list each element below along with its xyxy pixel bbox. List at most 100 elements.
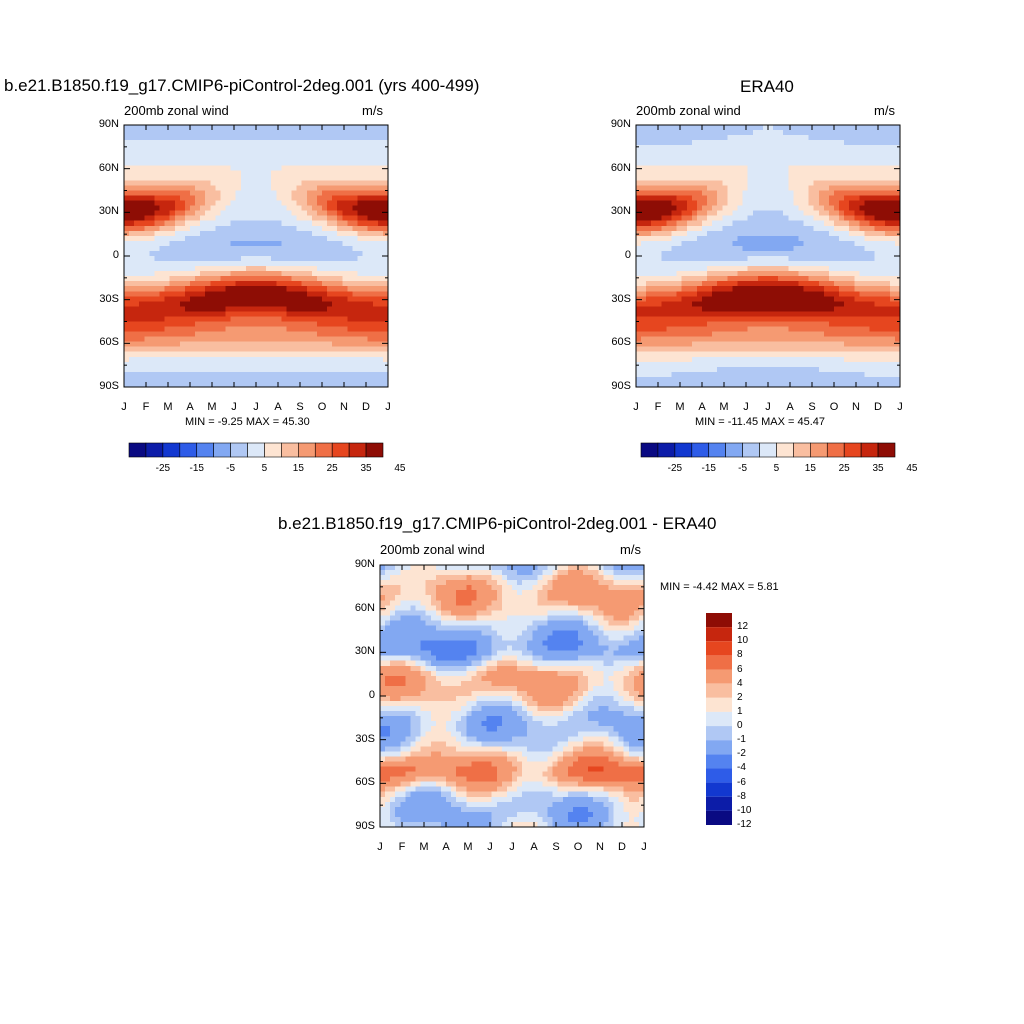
- contour-cell: [215, 145, 222, 151]
- contour-cell: [332, 341, 338, 348]
- contour-cell: [702, 155, 708, 161]
- contour-cell: [651, 185, 657, 192]
- contour-cell: [169, 286, 176, 292]
- contour-cell: [332, 250, 338, 257]
- contour-cell: [773, 225, 779, 232]
- contour-cell: [286, 145, 293, 151]
- contour-cell: [742, 381, 749, 388]
- contour-cell: [169, 205, 176, 212]
- contour-cell: [681, 301, 688, 307]
- contour-cell: [169, 175, 176, 182]
- contour-cell: [691, 371, 698, 378]
- contour-cell: [210, 160, 216, 166]
- contour-cell: [636, 210, 642, 217]
- contour-cell: [347, 220, 354, 227]
- contour-cell: [134, 125, 140, 131]
- contour-cell: [210, 165, 216, 171]
- contour-cell: [808, 140, 815, 146]
- contour-cell: [149, 376, 156, 383]
- contour-cell: [646, 261, 652, 267]
- contour-cell: [184, 125, 191, 131]
- contour-cell: [671, 155, 678, 161]
- contour-cell: [757, 240, 764, 247]
- contour-cell: [757, 301, 764, 307]
- contour-cell: [286, 336, 293, 343]
- contour-cell: [235, 281, 242, 287]
- contour-cell: [676, 321, 683, 328]
- contour-cell: [651, 381, 657, 388]
- contour-cell: [808, 215, 815, 222]
- contour-cell: [362, 321, 369, 328]
- contour-cell: [636, 130, 642, 136]
- contour-cell: [737, 180, 744, 187]
- contour-cell: [844, 215, 850, 222]
- contour-cell: [286, 366, 293, 373]
- contour-cell: [783, 225, 789, 232]
- contour-cell: [286, 361, 293, 368]
- contour-cell: [691, 306, 698, 313]
- contour-cell: [844, 245, 850, 252]
- contour-cell: [179, 150, 186, 156]
- contour-cell: [327, 185, 333, 192]
- contour-cell: [788, 195, 794, 202]
- contour-cell: [752, 331, 759, 338]
- contour-cell: [707, 371, 713, 378]
- contour-cell: [372, 145, 379, 151]
- contour-cell: [762, 125, 769, 131]
- contour-cell: [382, 180, 389, 187]
- contour-cell: [159, 281, 166, 287]
- contour-cell: [757, 235, 764, 242]
- contour-cell: [144, 220, 150, 227]
- contour-cell: [737, 140, 744, 146]
- contour-cell: [235, 371, 242, 378]
- contour-cell: [342, 135, 348, 141]
- contour-cell: [367, 376, 374, 383]
- contour-cell: [793, 381, 800, 388]
- contour-cell: [823, 261, 830, 267]
- contour-cell: [347, 326, 354, 333]
- contour-cell: [235, 220, 242, 227]
- contour-cell: [768, 256, 774, 262]
- contour-cell: [752, 321, 759, 328]
- contour-cell: [828, 301, 835, 307]
- contour-cell: [139, 220, 145, 227]
- contour-cell: [337, 130, 343, 136]
- contour-cell: [332, 130, 338, 136]
- contour-cell: [839, 326, 845, 333]
- contour-cell: [778, 276, 784, 282]
- contour-cell: [752, 271, 759, 277]
- contour-cell: [362, 336, 369, 343]
- contour-cell: [702, 130, 708, 136]
- contour-cell: [342, 210, 348, 217]
- contour-cell: [732, 125, 739, 131]
- contour-cell: [149, 205, 156, 212]
- contour-cell: [281, 130, 288, 136]
- contour-cell: [205, 210, 211, 217]
- contour-cell: [367, 326, 374, 333]
- contour-cell: [276, 200, 282, 207]
- contour-cell: [276, 165, 282, 171]
- contour-cell: [154, 170, 161, 176]
- contour-cell: [661, 250, 668, 257]
- contour-cell: [788, 286, 794, 292]
- contour-cell: [707, 200, 713, 207]
- contour-cell: [337, 371, 343, 378]
- contour-cell: [722, 346, 728, 353]
- contour-cell: [134, 170, 140, 176]
- contour-cell: [322, 261, 328, 267]
- contour-cell: [347, 130, 354, 136]
- contour-cell: [301, 381, 308, 388]
- colorbar-label: -5: [226, 463, 236, 474]
- contour-cell: [195, 276, 201, 282]
- contour-cell: [803, 291, 810, 297]
- contour-cell: [179, 140, 186, 146]
- contour-cell: [691, 225, 698, 232]
- contour-cell: [235, 225, 242, 232]
- contour-cell: [266, 185, 272, 192]
- contour-cell: [661, 125, 668, 131]
- contour-cell: [752, 165, 759, 171]
- contour-cell: [296, 200, 303, 207]
- contour-cell: [676, 175, 683, 182]
- contour-cell: [732, 271, 739, 277]
- contour-cell: [220, 235, 227, 242]
